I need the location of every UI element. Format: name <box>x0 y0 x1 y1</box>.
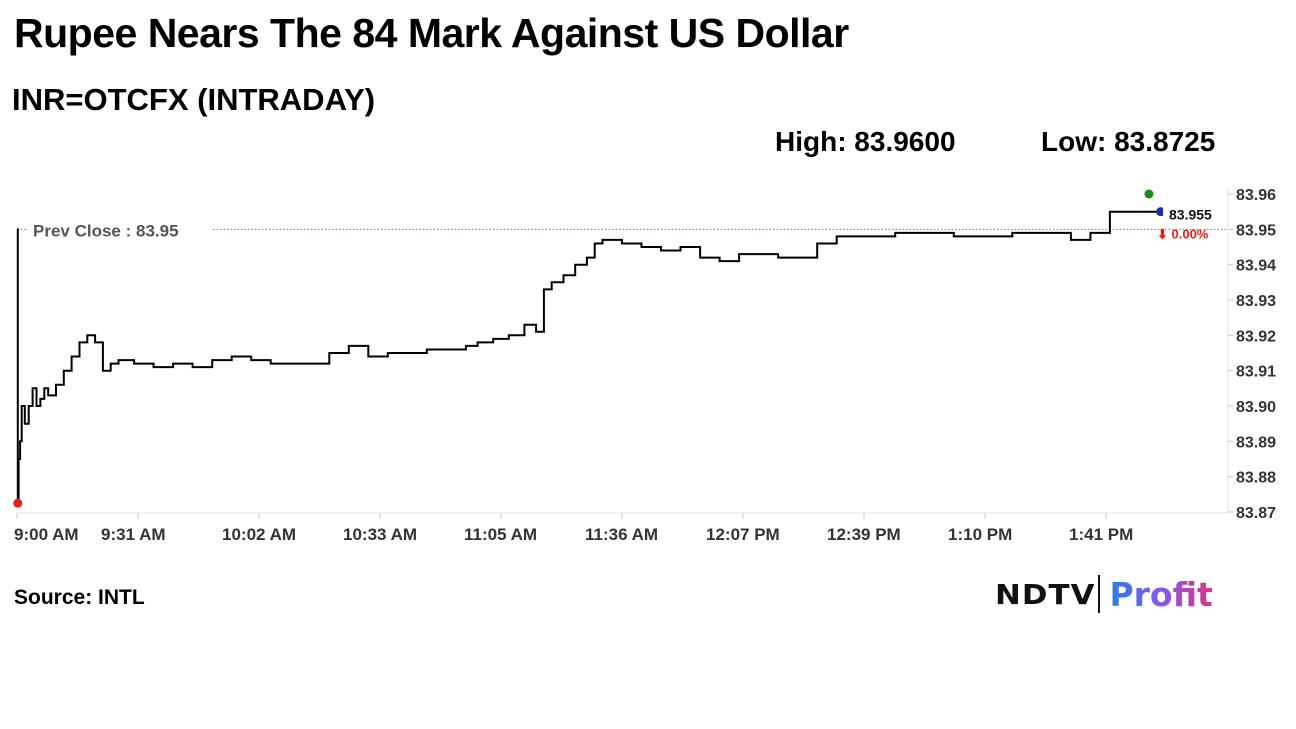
low-value: Low: 83.8725 <box>1041 126 1216 157</box>
last-value-box <box>1163 204 1221 225</box>
x-tick-label: 9:00 AM <box>14 525 79 544</box>
logo-profit-text: Profit <box>1109 574 1213 614</box>
y-tick-label: 83.94 <box>1236 258 1276 275</box>
x-tick-label: 9:31 AM <box>101 525 166 544</box>
y-tick-label: 83.92 <box>1236 328 1276 345</box>
logo-ndtv-text: NDTV <box>995 577 1096 611</box>
change-label: ⬇ 0.00% <box>1157 227 1209 242</box>
low-marker <box>13 498 23 508</box>
y-tick-label: 83.89 <box>1236 434 1276 451</box>
x-tick-label: 12:39 PM <box>827 525 901 544</box>
x-tick-label: 10:02 AM <box>222 525 296 544</box>
x-tick-label: 11:05 AM <box>464 525 537 544</box>
last-value-label: 83.955 <box>1169 207 1212 223</box>
label-layer: 83.96 83.95 83.94 83.93 83.92 83.91 83.90 83.89… <box>14 187 1276 544</box>
chart-subtitle: INR=OTCFX (INTRADAY) <box>12 82 376 117</box>
price-series-line <box>16 210 1161 505</box>
prev-close-label-bg <box>28 217 212 240</box>
logo-divider <box>1098 575 1101 613</box>
grid-layer <box>16 188 1233 519</box>
intraday-line-chart: 83.96 83.95 83.94 83.93 83.92 83.91 83.90 83.89… <box>13 187 1276 544</box>
x-tick-label: 12:07 PM <box>706 525 780 544</box>
y-tick-label: 83.96 <box>1236 187 1276 204</box>
prev-close-label: Prev Close : 83.95 <box>33 221 179 240</box>
source-note: Source: INTL <box>14 586 145 609</box>
high-marker <box>1144 189 1154 199</box>
ndtv-profit-logo: NDTV Profit <box>995 574 1213 614</box>
y-tick-label: 83.90 <box>1236 399 1276 416</box>
x-tick-label: 11:36 AM <box>585 525 658 544</box>
x-tick-label: 1:10 PM <box>948 525 1012 544</box>
line-layer <box>13 189 1228 508</box>
last-price-marker <box>1156 207 1166 217</box>
x-tick-label: 10:33 AM <box>343 525 417 544</box>
x-tick-label: 1:41 PM <box>1069 525 1133 544</box>
page-title: Rupee Nears The 84 Mark Against US Dolla… <box>14 10 849 56</box>
y-tick-label: 83.91 <box>1236 364 1276 381</box>
y-tick-label: 83.88 <box>1236 470 1276 487</box>
y-tick-label: 83.87 <box>1236 505 1276 522</box>
high-value: High: 83.9600 <box>775 126 956 157</box>
y-tick-label: 83.95 <box>1236 222 1276 239</box>
y-tick-label: 83.93 <box>1236 293 1276 310</box>
